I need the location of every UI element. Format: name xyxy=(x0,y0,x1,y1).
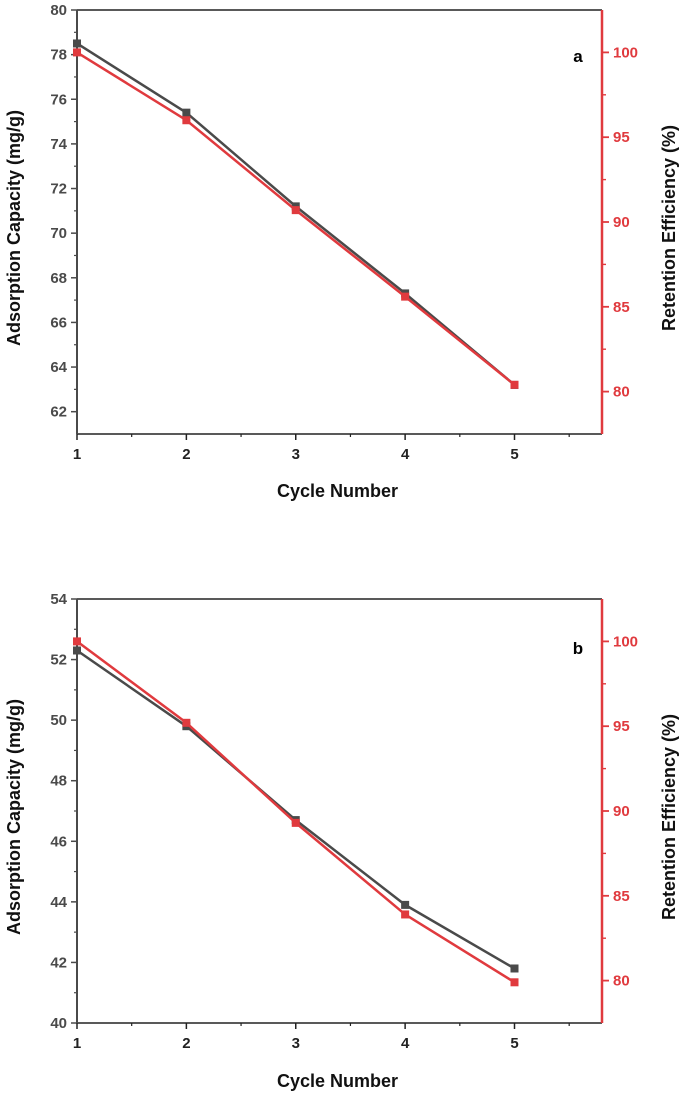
y-right-tick-label: 85 xyxy=(613,888,630,905)
y-left-tick-label: 54 xyxy=(50,591,67,608)
y-left-tick-label: 74 xyxy=(50,136,67,153)
data-point-right xyxy=(182,718,191,727)
y-left-tick-label: 68 xyxy=(50,270,67,287)
data-point-right xyxy=(73,637,81,646)
y-left-tick-label: 76 xyxy=(50,91,67,108)
data-point-right xyxy=(510,380,519,389)
data-point-left xyxy=(73,646,81,655)
y-left-tick-label: 80 xyxy=(50,2,67,19)
x-tick-label: 5 xyxy=(510,446,518,463)
y-left-tick-label: 62 xyxy=(50,404,67,421)
y-right-tick-label: 80 xyxy=(613,973,630,990)
y-left-tick-label: 44 xyxy=(50,894,67,911)
y-left-tick-label: 64 xyxy=(50,359,67,376)
x-tick-label: 1 xyxy=(73,1035,81,1052)
data-point-left xyxy=(401,900,410,909)
y-left-tick-label: 70 xyxy=(50,225,67,242)
x-tick-label: 3 xyxy=(292,446,300,463)
x-tick-label: 2 xyxy=(182,446,190,463)
data-point-right xyxy=(401,910,410,919)
y-left-tick-label: 72 xyxy=(50,181,67,198)
y-left-tick-label: 40 xyxy=(50,1015,67,1032)
data-point-right xyxy=(291,206,300,215)
data-point-right xyxy=(510,978,519,987)
panel-label: a xyxy=(573,47,583,66)
y-right-tick-label: 90 xyxy=(613,803,630,820)
data-point-right xyxy=(401,292,410,301)
x-tick-label: 3 xyxy=(292,1035,300,1052)
y-right-tick-label: 100 xyxy=(613,633,638,650)
y-left-tick-label: 42 xyxy=(50,954,67,971)
panel-label: b xyxy=(573,639,583,658)
series-line-left xyxy=(76,42,516,386)
y-left-tick-label: 78 xyxy=(50,47,67,64)
y-axis-right-label: Retention Efficiency (%) xyxy=(659,125,679,331)
y-right-tick-label: 85 xyxy=(613,299,630,316)
y-right-tick-label: 80 xyxy=(613,384,630,401)
y-right-tick-label: 95 xyxy=(613,129,630,146)
y-right-tick-label: 95 xyxy=(613,718,630,735)
y-right-tick-label: 100 xyxy=(613,44,638,61)
x-tick-label: 5 xyxy=(510,1035,518,1052)
y-axis-right-label: Retention Efficiency (%) xyxy=(659,714,679,920)
series-line-right xyxy=(76,51,516,386)
y-right-tick-label: 90 xyxy=(613,214,630,231)
series-line-left xyxy=(76,649,516,970)
x-axis-label: Cycle Number xyxy=(277,1071,398,1091)
y-axis-left-label: Adsorption Capacity (mg/g) xyxy=(4,110,24,346)
chart-panel-a: 62 64 66 68 70 72 74 76 78 80 80 85 90 95 100 1 2 3 4 5 Cycl… xyxy=(4,2,679,501)
x-tick-label: 1 xyxy=(73,446,81,463)
data-point-right xyxy=(291,818,300,827)
y-left-tick-label: 48 xyxy=(50,773,67,790)
data-point-right xyxy=(182,116,191,125)
y-left-tick-label: 50 xyxy=(50,712,67,729)
data-point-left xyxy=(510,964,519,973)
chart-panel-b: 40 42 44 46 48 50 52 54 80 85 90 95 100 1 2 3 4 5 Cycle Nu… xyxy=(4,591,679,1091)
y-left-tick-label: 66 xyxy=(50,314,67,331)
x-axis-label: Cycle Number xyxy=(277,481,398,501)
data-point-right xyxy=(73,48,81,57)
x-tick-label: 2 xyxy=(182,1035,190,1052)
data-point-left xyxy=(73,39,81,48)
y-axis-left-label: Adsorption Capacity (mg/g) xyxy=(4,699,24,935)
data-point-left xyxy=(182,108,191,117)
x-tick-label: 4 xyxy=(401,1035,410,1052)
y-left-tick-label: 46 xyxy=(50,833,67,850)
y-left-tick-label: 52 xyxy=(50,652,67,669)
x-tick-label: 4 xyxy=(401,446,410,463)
